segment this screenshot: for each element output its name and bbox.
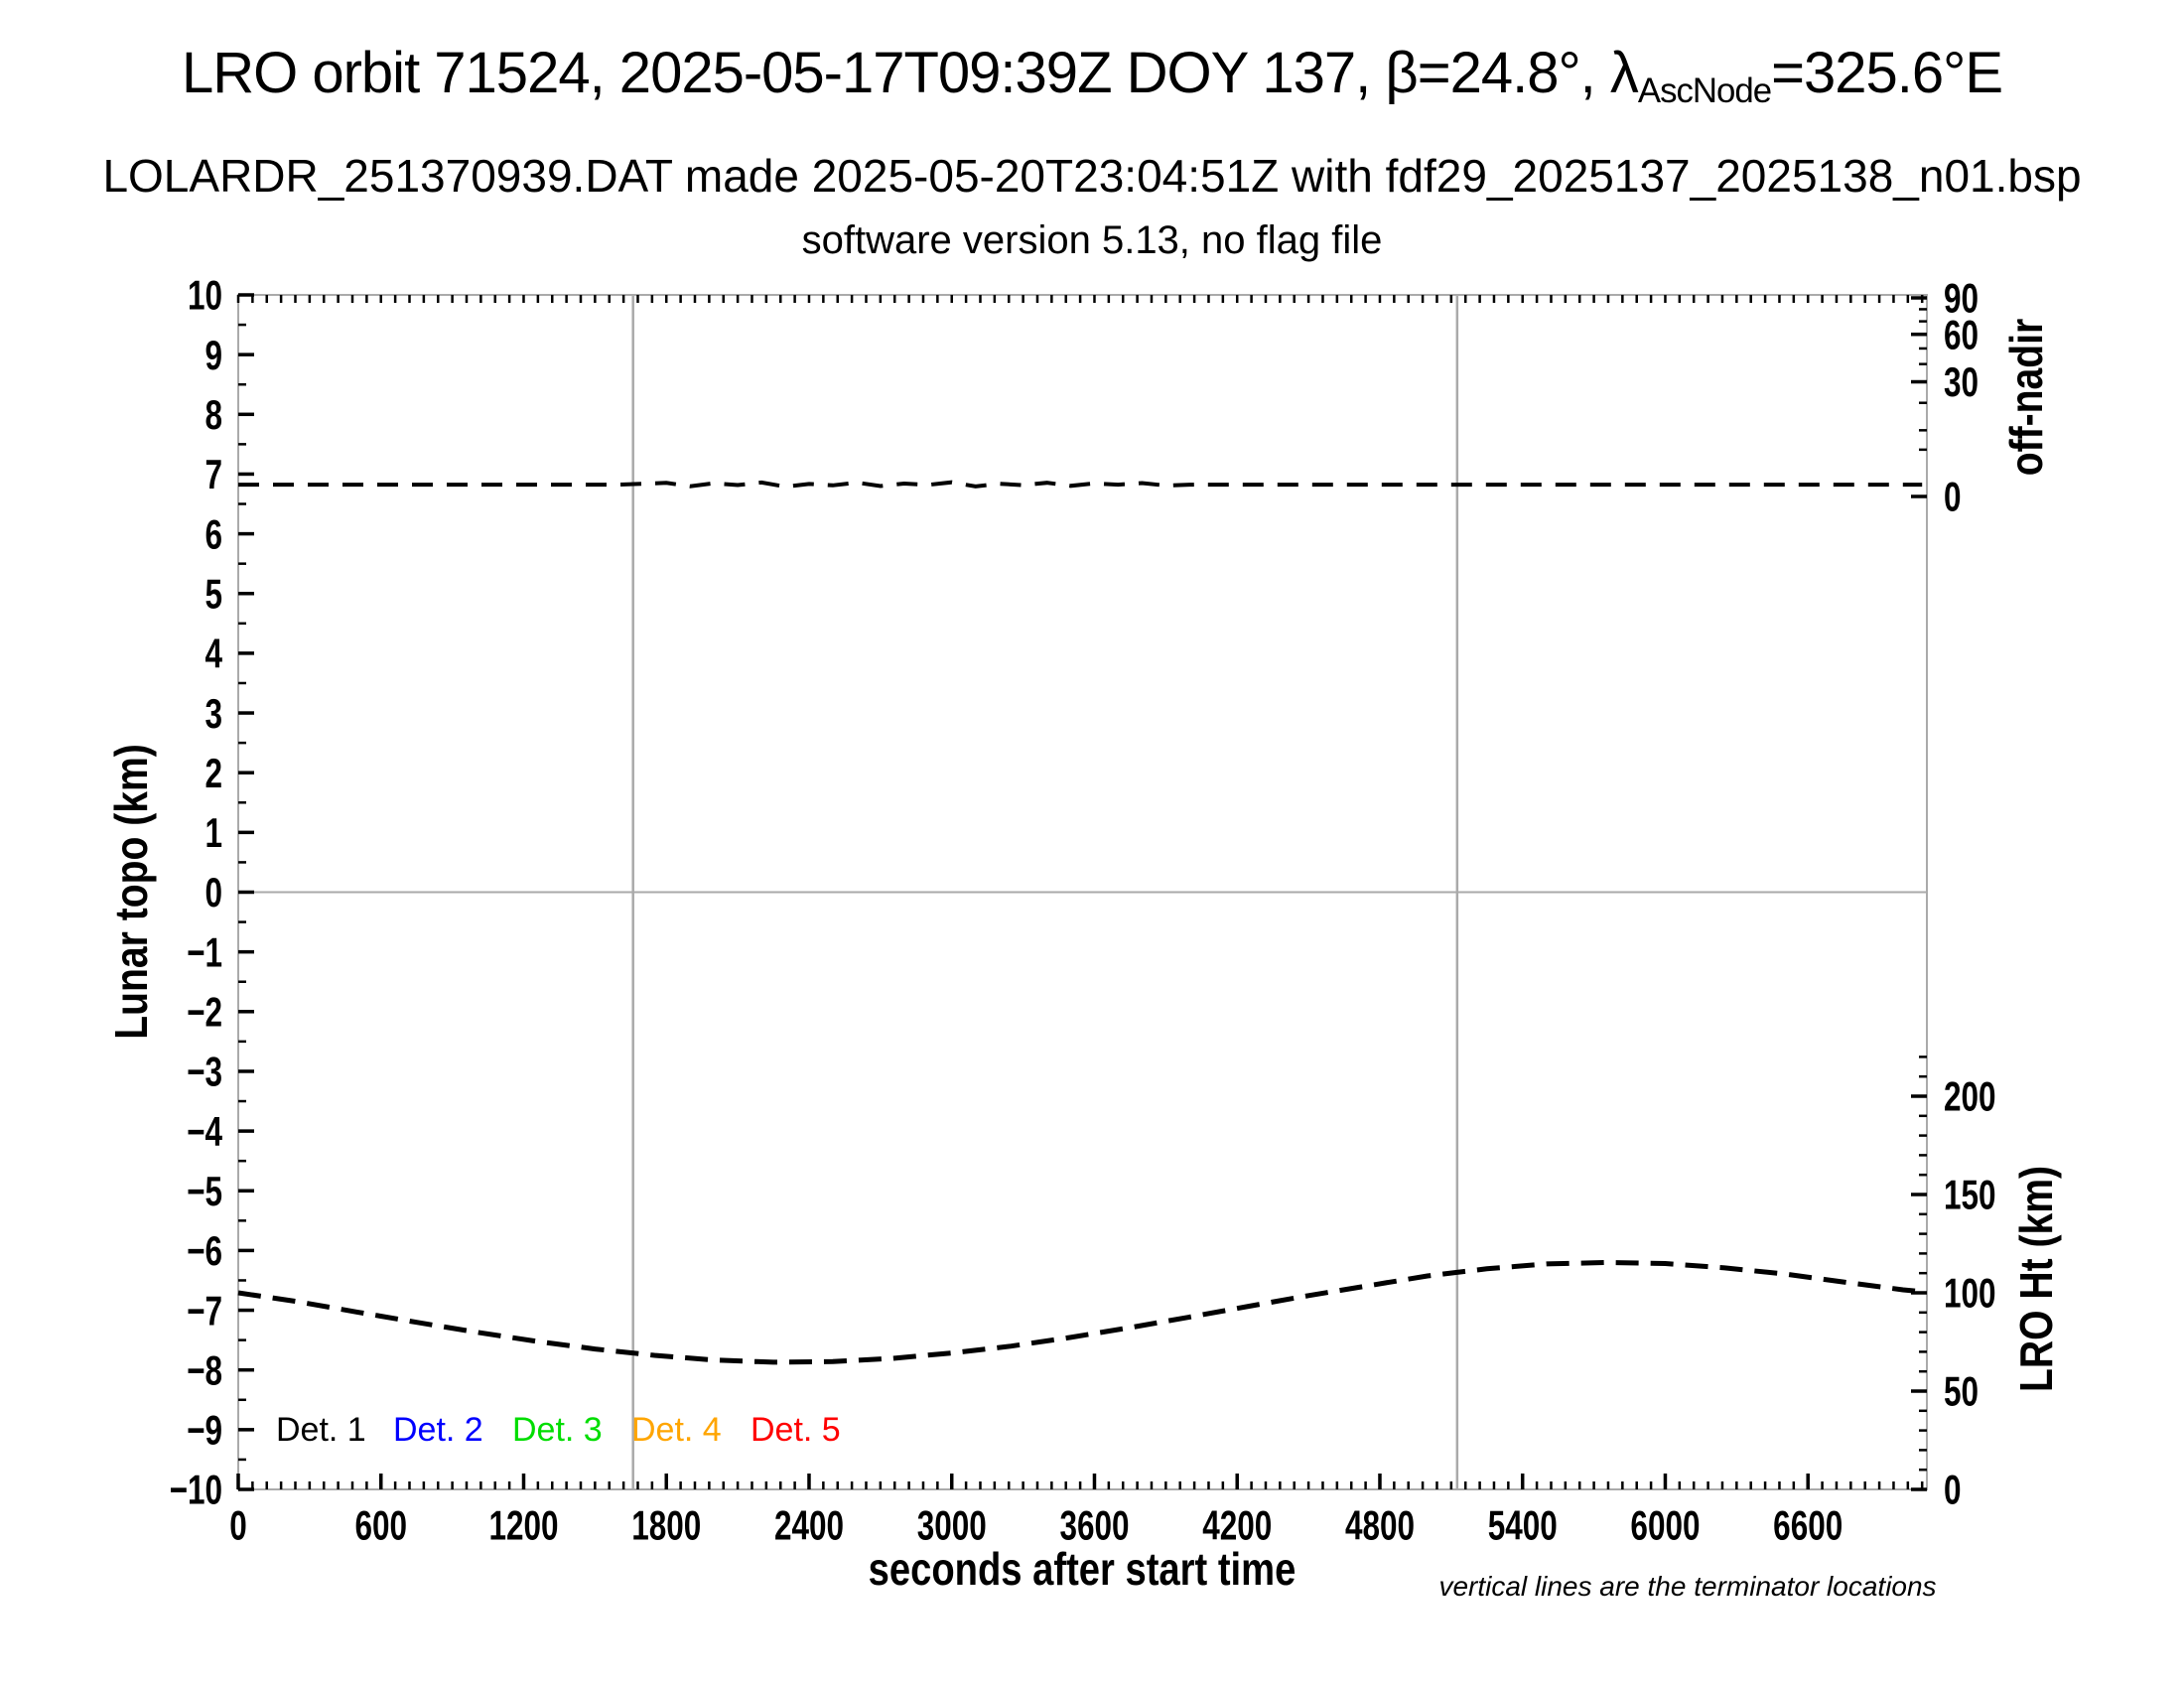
svg-text:−8: −8 — [187, 1346, 222, 1394]
legend-item-det5: Det. 5 — [751, 1411, 841, 1449]
software-version-line: software version 5.13, no flag file — [801, 218, 1383, 262]
data-series-lines — [237, 480, 1928, 1365]
svg-text:10: 10 — [188, 271, 222, 319]
x-axis-title: seconds after start time — [869, 1543, 1297, 1594]
svg-text:6: 6 — [205, 510, 222, 558]
svg-text:1: 1 — [205, 809, 222, 857]
svg-text:50: 50 — [1944, 1367, 1979, 1415]
svg-text:150: 150 — [1944, 1171, 1996, 1218]
svg-text:7: 7 — [205, 451, 222, 498]
legend-item-det2: Det. 2 — [393, 1411, 483, 1449]
svg-text:30: 30 — [1944, 358, 1979, 406]
svg-text:6600: 6600 — [1773, 1501, 1843, 1549]
svg-text:3600: 3600 — [1059, 1501, 1129, 1549]
off-nadir-axis-title: off-nadir — [2001, 319, 2053, 476]
svg-text:−4: −4 — [187, 1107, 222, 1155]
lro-ht-axis-title: LRO Ht (km) — [2011, 1166, 2063, 1392]
legend-item-det4: Det. 4 — [631, 1411, 722, 1449]
svg-text:1200: 1200 — [488, 1501, 558, 1549]
svg-text:8: 8 — [205, 391, 222, 439]
svg-text:4: 4 — [205, 630, 222, 677]
svg-text:60: 60 — [1944, 311, 1979, 358]
legend-item-det1: Det. 1 — [276, 1411, 366, 1449]
off-nadir-series-line — [238, 480, 1923, 490]
title-subscript: AscNode — [1637, 70, 1772, 110]
svg-text:0: 0 — [205, 869, 222, 916]
svg-text:0: 0 — [229, 1501, 247, 1549]
svg-text:3: 3 — [205, 689, 222, 737]
svg-text:−7: −7 — [187, 1287, 222, 1335]
svg-text:−9: −9 — [187, 1406, 222, 1454]
left-axis-title: Lunar topo (km) — [106, 744, 158, 1039]
svg-text:−10: −10 — [170, 1466, 222, 1513]
svg-text:200: 200 — [1944, 1072, 1996, 1120]
svg-text:0: 0 — [1944, 1466, 1962, 1513]
svg-text:2400: 2400 — [774, 1501, 844, 1549]
svg-text:0: 0 — [1944, 473, 1962, 520]
svg-text:4200: 4200 — [1202, 1501, 1272, 1549]
svg-text:−5: −5 — [187, 1167, 222, 1214]
svg-text:−1: −1 — [187, 928, 222, 976]
svg-text:−6: −6 — [187, 1227, 222, 1275]
svg-text:1800: 1800 — [631, 1501, 701, 1549]
svg-text:4800: 4800 — [1345, 1501, 1415, 1549]
svg-text:100: 100 — [1944, 1269, 1996, 1317]
svg-text:600: 600 — [354, 1501, 407, 1549]
title-tail: =325.6°E — [1771, 41, 2003, 105]
svg-text:−2: −2 — [187, 988, 222, 1036]
svg-text:5400: 5400 — [1488, 1501, 1558, 1549]
title-main: LRO orbit 71524, 2025-05-17T09:39Z DOY 1… — [181, 41, 1639, 105]
svg-text:2: 2 — [205, 749, 222, 796]
svg-text:5: 5 — [205, 570, 222, 618]
grid-and-terminator-lines — [237, 294, 1928, 1490]
svg-text:3000: 3000 — [917, 1501, 987, 1549]
terminator-footnote: vertical lines are the terminator locati… — [1438, 1571, 1937, 1602]
legend-item-det3: Det. 3 — [512, 1411, 603, 1449]
page-title: LRO orbit 71524, 2025-05-17T09:39Z DOY 1… — [0, 40, 2184, 110]
svg-text:90: 90 — [1944, 274, 1979, 322]
file-subtitle: LOLARDR_251370939.DAT made 2025-05-20T23… — [102, 150, 2082, 202]
svg-text:6000: 6000 — [1630, 1501, 1700, 1549]
svg-text:−3: −3 — [187, 1048, 222, 1095]
lro-ht-series-line — [237, 1259, 1928, 1365]
svg-text:9: 9 — [205, 331, 222, 378]
